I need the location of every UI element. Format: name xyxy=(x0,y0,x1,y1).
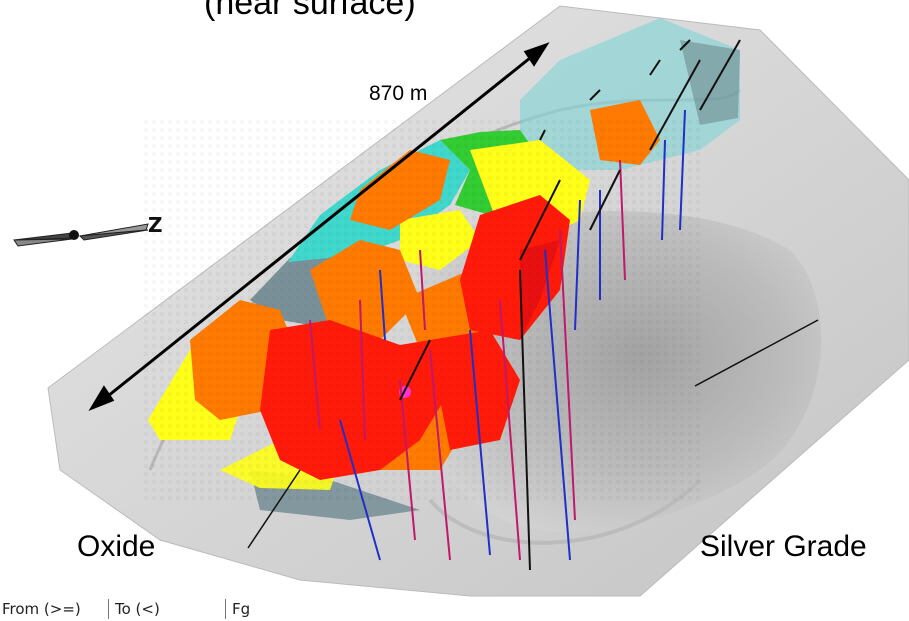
dimension-arrow-icon xyxy=(88,42,550,412)
column-from[interactable]: From (>=) xyxy=(2,599,81,618)
silver-grade-leader-line xyxy=(694,319,819,387)
column-to[interactable]: To (<) xyxy=(108,598,225,619)
title-partial: (near surface) xyxy=(204,0,416,22)
oxide-label: Oxide xyxy=(77,530,156,563)
north-arrow-icon: Z xyxy=(13,213,163,247)
silver-grade-label: Silver Grade xyxy=(700,530,867,563)
legend-table-header: From (>=) To (<) Fg xyxy=(0,596,278,621)
block-model-texture xyxy=(140,120,700,500)
column-fg[interactable]: Fg xyxy=(225,598,278,619)
oxide-leader-line xyxy=(247,469,301,549)
pit-bench xyxy=(428,478,702,545)
north-arrow-letter: Z xyxy=(148,213,163,237)
dimension-label: 870 m xyxy=(369,82,428,105)
drill-holes xyxy=(309,39,741,571)
block-slate-north xyxy=(680,40,740,125)
